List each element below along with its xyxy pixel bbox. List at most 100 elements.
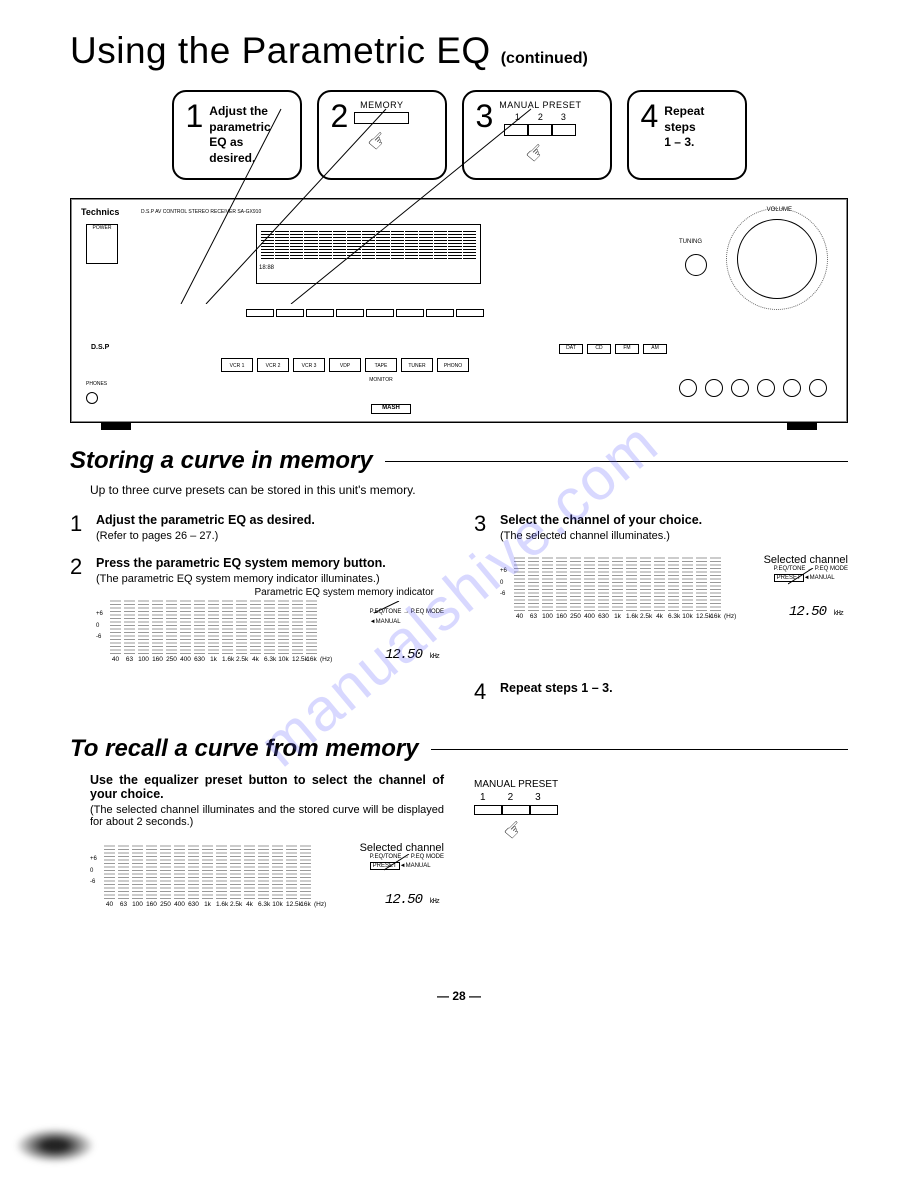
preset-num: 1 bbox=[515, 112, 520, 122]
receiver-illustration: Technics D.S.P AV CONTROL STEREO RECEIVE… bbox=[70, 198, 848, 423]
manual-preset-label: MANUAL PRESET bbox=[474, 779, 848, 790]
recall-instruction-title: Use the equalizer preset button to selec… bbox=[90, 773, 444, 801]
step-num: 3 bbox=[474, 513, 492, 651]
phones-label: PHONES bbox=[86, 381, 107, 387]
hand-pointer-icon bbox=[526, 140, 554, 160]
storing-intro: Up to three curve presets can be stored … bbox=[90, 483, 848, 497]
eq-display-left: Parametric EQ system memory indicator +6… bbox=[96, 599, 444, 694]
step-title: Repeat steps 1 – 3. bbox=[500, 681, 848, 695]
input-btn: FM bbox=[615, 344, 639, 354]
receiver-feet bbox=[71, 422, 847, 430]
hand-pointer-icon bbox=[368, 128, 396, 148]
heading-text: To recall a curve from memory bbox=[70, 735, 419, 763]
input-btn: CD bbox=[587, 344, 611, 354]
preset-num: 1 bbox=[480, 792, 486, 803]
step-num: 4 bbox=[474, 681, 492, 703]
manual-preset-figure: MANUAL PRESET 1 2 3 bbox=[474, 779, 848, 837]
input-btn: DAT bbox=[559, 344, 583, 354]
brand-label: Technics bbox=[81, 207, 119, 217]
tuning-label: TUNING bbox=[679, 239, 702, 245]
storing-heading: Storing a curve in memory bbox=[70, 447, 848, 475]
preset-num: 3 bbox=[535, 792, 541, 803]
preset-buttons-graphic bbox=[474, 805, 848, 815]
eq-value: 12.50 kHz bbox=[385, 892, 439, 908]
storing-columns: 1 Adjust the parametric EQ as desired. (… bbox=[70, 513, 848, 717]
page-header: Using the Parametric EQ (continued) bbox=[70, 30, 848, 72]
model-label: D.S.P AV CONTROL STEREO RECEIVER SA-GX91… bbox=[141, 209, 261, 215]
step-number: 4 bbox=[641, 100, 659, 132]
input-btn: AM bbox=[643, 344, 667, 354]
dsp-label: D.S.P bbox=[91, 344, 109, 351]
recall-instruction-note: (The selected channel illuminates and th… bbox=[90, 804, 444, 828]
recall-heading: To recall a curve from memory bbox=[70, 735, 848, 763]
eq-display-recall: Selected channel +60-6 40631001602504006… bbox=[90, 844, 444, 939]
eq-right-labels: P.EQ/TONE → P.EQ MODE PRESET◄MANUAL bbox=[774, 566, 848, 582]
preset-num: 2 bbox=[508, 792, 514, 803]
source-button-row: VCR 1 VCR 2 VCR 3 VDP TAPE MONITOR TUNER… bbox=[221, 358, 469, 372]
page-number: — 28 — bbox=[70, 989, 848, 1003]
tuning-knob bbox=[685, 254, 707, 276]
preset-buttons-graphic bbox=[504, 124, 576, 136]
source-btn: VCR 2 bbox=[257, 358, 289, 372]
scan-smudge bbox=[15, 1128, 95, 1163]
step-box-4: 4 Repeat steps 1 – 3. bbox=[627, 90, 747, 180]
step-text: Repeat steps 1 – 3. bbox=[664, 104, 732, 151]
step-text: Adjust the parametric EQ as desired. bbox=[209, 104, 270, 166]
source-btn: VCR 1 bbox=[221, 358, 253, 372]
recall-columns: Use the equalizer preset button to selec… bbox=[70, 773, 848, 939]
eq-scale: +60-6 bbox=[500, 566, 507, 600]
step-2: 2 Press the parametric EQ system memory … bbox=[70, 556, 444, 694]
step-note: (The parametric EQ system memory indicat… bbox=[96, 573, 444, 585]
indicator-label: Parametric EQ system memory indicator bbox=[255, 587, 435, 598]
step-title: Press the parametric EQ system memory bu… bbox=[96, 556, 444, 570]
step-1: 1 Adjust the parametric EQ as desired. (… bbox=[70, 513, 444, 542]
step-number: 3 bbox=[476, 100, 494, 132]
recall-left-column: Use the equalizer preset button to selec… bbox=[70, 773, 444, 939]
selected-channel-label: Selected channel bbox=[360, 842, 444, 854]
step-box-2: 2 MEMORY bbox=[317, 90, 447, 180]
step-number: 1 bbox=[186, 100, 204, 132]
step-num: 2 bbox=[70, 556, 88, 694]
preset-num: 2 bbox=[538, 112, 543, 122]
volume-knob bbox=[737, 219, 817, 299]
eq-scale: +60-6 bbox=[96, 609, 103, 643]
step-note: (Refer to pages 26 – 27.) bbox=[96, 530, 444, 542]
step-box-3: 3 MANUAL PRESET 1 2 3 bbox=[462, 90, 612, 180]
eq-value: 12.50 kHz bbox=[385, 647, 439, 663]
main-title: Using the Parametric EQ bbox=[70, 30, 491, 72]
step-4: 4 Repeat steps 1 – 3. bbox=[474, 681, 848, 703]
eq-right-labels: P.EQ/TONE → P.EQ MODE ◄MANUAL bbox=[370, 609, 444, 625]
continued-label: (continued) bbox=[501, 50, 588, 68]
manual-preset-label: MANUAL PRESET bbox=[499, 100, 581, 110]
memory-button-graphic bbox=[354, 112, 409, 124]
step-3: 3 Select the channel of your choice. (Th… bbox=[474, 513, 848, 651]
preset-num: 3 bbox=[561, 112, 566, 122]
step-number: 2 bbox=[331, 100, 349, 132]
eq-scale: +60-6 bbox=[90, 854, 97, 888]
hand-pointer-icon bbox=[504, 817, 532, 837]
small-knobs-row bbox=[679, 379, 827, 397]
heading-text: Storing a curve in memory bbox=[70, 447, 373, 475]
memory-label: MEMORY bbox=[360, 100, 403, 110]
source-btn: TAPE MONITOR bbox=[365, 358, 397, 372]
eq-value: 12.50 kHz bbox=[789, 604, 843, 620]
source-btn: TUNER bbox=[401, 358, 433, 372]
right-column: 3 Select the channel of your choice. (Th… bbox=[474, 513, 848, 717]
source-btn: VCR 3 bbox=[293, 358, 325, 372]
eq-right-labels: P.EQ/TONE → P.EQ MODE PRESET◄MANUAL bbox=[370, 854, 444, 870]
display-panel: 18:88 bbox=[256, 224, 481, 284]
step-num: 1 bbox=[70, 513, 88, 542]
mash-label: MASH bbox=[371, 404, 411, 414]
source-btn: VDP bbox=[329, 358, 361, 372]
step-note: (The selected channel illuminates.) bbox=[500, 530, 848, 542]
power-button: POWER bbox=[86, 224, 118, 264]
selected-channel-label: Selected channel bbox=[764, 554, 848, 566]
source-btn: PHONO bbox=[437, 358, 469, 372]
step-title: Select the channel of your choice. bbox=[500, 513, 848, 527]
recall-right-column: MANUAL PRESET 1 2 3 bbox=[474, 773, 848, 939]
function-button-row bbox=[246, 309, 484, 317]
step-box-1: 1 Adjust the parametric EQ as desired. bbox=[172, 90, 302, 180]
step-title: Adjust the parametric EQ as desired. bbox=[96, 513, 444, 527]
phones-jack bbox=[86, 392, 98, 404]
eq-display-right: Selected channel +60-6 40631001602504006… bbox=[500, 556, 848, 651]
